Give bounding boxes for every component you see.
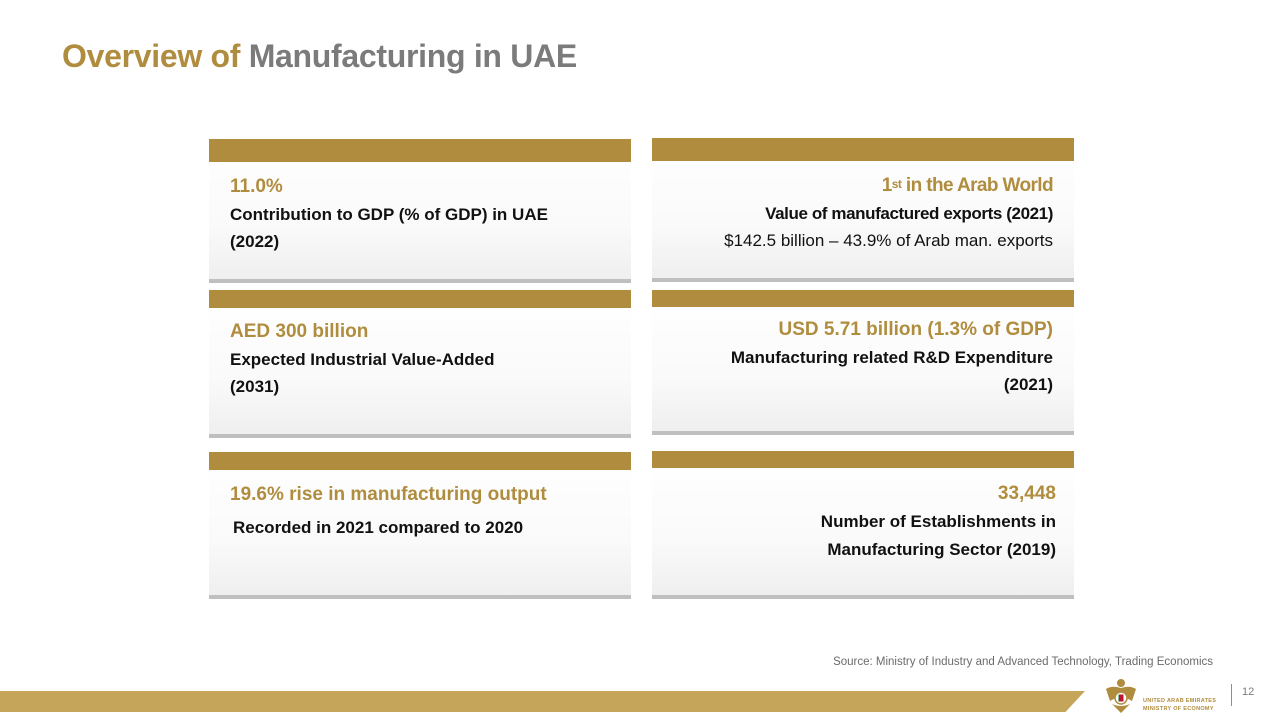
card-description: Contribution to GDP (% of GDP) in UAE (2… xyxy=(230,205,548,251)
rank-number: 1 xyxy=(881,175,893,196)
card-header-bar xyxy=(652,451,1074,468)
title-main: Manufacturing in UAE xyxy=(248,38,578,74)
stat-card-gdp-contribution: 11.0% Contribution to GDP (% of GDP) in … xyxy=(209,139,631,283)
stat-card-manufactured-exports: 1st in the Arab World Value of manufactu… xyxy=(652,138,1074,282)
footer-divider xyxy=(1231,684,1232,706)
card-description: Recorded in 2021 compared to 2020 xyxy=(233,518,524,537)
page-number: 12 xyxy=(1242,686,1255,698)
card-header-bar xyxy=(652,138,1074,161)
stat-card-rnd-expenditure: USD 5.71 billion (1.3% of GDP) Manufactu… xyxy=(652,290,1074,435)
card-bottom-rule xyxy=(209,595,631,599)
card-header-bar xyxy=(652,290,1074,307)
card-header-bar xyxy=(209,139,631,162)
card-headline: USD 5.71 billion (1.3% of GDP) xyxy=(778,319,1054,340)
card-bottom-rule xyxy=(209,434,631,438)
card-bottom-rule xyxy=(652,431,1074,435)
card-bottom-rule xyxy=(652,595,1074,599)
organization-name: UNITED ARAB EMIRATES MINISTRY OF ECONOMY xyxy=(1143,697,1216,713)
card-description-line2: (2021) xyxy=(1003,375,1053,394)
card-description-line1: Expected Industrial Value-Added xyxy=(230,350,495,369)
card-description-line2: (2031) xyxy=(230,377,280,396)
card-headline: 19.6% rise in manufacturing output xyxy=(230,484,547,505)
uae-emblem-icon xyxy=(1106,679,1136,713)
card-headline: 11.0% xyxy=(230,176,283,197)
card-bottom-rule xyxy=(209,279,631,283)
card-headline: 33,448 xyxy=(997,483,1056,504)
org-line-1: UNITED ARAB EMIRATES xyxy=(1143,698,1217,704)
stat-card-industrial-value-added: AED 300 billion Expected Industrial Valu… xyxy=(209,290,631,438)
card-detail: $142.5 billion – 43.9% of Arab man. expo… xyxy=(724,231,1053,250)
card-description-line2: Manufacturing Sector (2019) xyxy=(827,540,1056,559)
org-line-2: MINISTRY OF ECONOMY xyxy=(1143,706,1214,712)
card-description: Value of manufactured exports (2021) xyxy=(765,204,1053,223)
card-bottom-rule xyxy=(652,278,1074,282)
title-highlight: Overview of xyxy=(62,38,241,74)
card-headline: 1st in the Arab World xyxy=(673,172,1054,200)
card-header-bar xyxy=(209,290,631,308)
card-description-line1: Number of Establishments in xyxy=(820,512,1056,531)
stat-card-output-rise: 19.6% rise in manufacturing output Recor… xyxy=(209,452,631,599)
stat-card-establishments: 33,448 Number of Establishments in Manuf… xyxy=(652,451,1074,599)
card-headline: AED 300 billion xyxy=(230,321,369,342)
source-note: Source: Ministry of Industry and Advance… xyxy=(833,656,1213,668)
footer-bar xyxy=(0,691,1085,712)
slide-title: Overview of Manufacturing in UAE xyxy=(62,38,577,75)
card-description-line1: Manufacturing related R&D Expenditure xyxy=(730,348,1053,367)
card-header-bar xyxy=(209,452,631,470)
rank-text: in the Arab World xyxy=(901,175,1054,196)
rank-suffix: st xyxy=(891,177,902,191)
